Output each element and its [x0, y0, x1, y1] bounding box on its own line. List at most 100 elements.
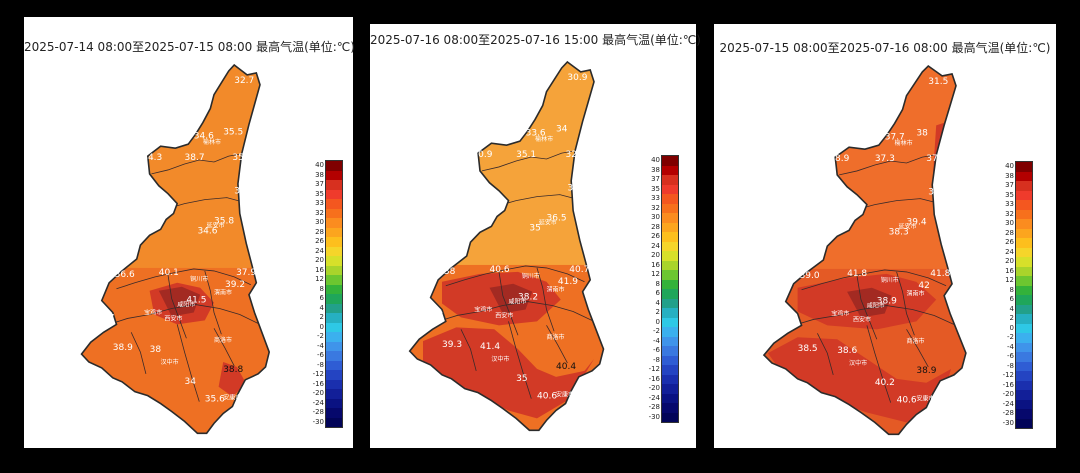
legend-label: -28	[648, 403, 660, 411]
city-boundary	[213, 328, 235, 367]
temperature-value-label: 38.5	[798, 344, 818, 354]
city-label: 宝鸡市	[474, 305, 492, 313]
legend-label: 24	[315, 246, 324, 255]
city-boundary	[856, 275, 878, 340]
city-label: 商洛市	[214, 336, 232, 344]
city-label: 榆林市	[895, 139, 913, 147]
legend-label: 35	[1005, 190, 1014, 199]
temperature-value-label: 38.2	[518, 293, 538, 303]
legend-label: -20	[1002, 390, 1014, 398]
temperature-value-label: 38.3	[889, 227, 909, 237]
hot-zone	[423, 327, 594, 419]
city-label: 榆林市	[203, 138, 221, 146]
city-label: 商洛市	[907, 337, 925, 345]
legend-swatch	[1016, 200, 1032, 210]
legend-label: -4	[317, 341, 324, 350]
legend-swatch	[662, 251, 678, 261]
panel-title: 2025-07-15 08:00至2025-07-16 08:00 最高气温(单…	[719, 41, 1051, 55]
temperature-value-label: 34.6	[194, 131, 214, 141]
legend-label: 40	[651, 156, 660, 164]
temperature-value-label: 37.9	[236, 268, 256, 278]
legend-swatch	[662, 403, 678, 413]
legend-label: 26	[1005, 238, 1014, 246]
legend-swatch	[662, 260, 678, 270]
legend-label: 35	[315, 189, 324, 198]
legend-swatch	[1016, 238, 1032, 248]
city-label: 汉中市	[849, 359, 867, 367]
legend-swatch	[326, 398, 342, 408]
legend-label: 26	[651, 232, 660, 240]
legend-label: 30	[315, 218, 324, 226]
city-boundary	[445, 265, 585, 287]
legend-label: 37	[315, 180, 324, 188]
city-label: 咸阳市	[177, 301, 195, 309]
city-label: 西安市	[164, 314, 182, 322]
temperature-value-label: 35.7	[232, 153, 252, 163]
legend-label: -2	[653, 327, 660, 335]
legend-swatch	[1016, 266, 1032, 276]
temperature-value-label: 36.2	[234, 187, 254, 197]
temperature-value-label: 42	[918, 281, 929, 291]
legend-label: 8	[319, 284, 324, 293]
temperature-value-label: 34.3	[142, 153, 162, 163]
city-label: 铜川市	[190, 275, 208, 283]
legend-swatch	[662, 203, 678, 213]
color-legend: 40 38 37 35 33 32 30 28 26 24 20 16 12 8 6 4 2 0 -2 -4 -6 -8-…	[313, 160, 343, 428]
city-label: 汉中市	[161, 358, 179, 366]
legend-swatch	[1016, 247, 1032, 257]
province-border	[80, 63, 271, 435]
city-boundary	[460, 329, 477, 371]
legend-label: 24	[651, 241, 660, 250]
temperature-value-label: 41.5	[186, 296, 206, 306]
city-label: 宝鸡市	[831, 309, 849, 317]
legend-label: -30	[1002, 418, 1014, 427]
legend-swatch	[1016, 219, 1032, 229]
temperature-value-label: 37.7	[885, 132, 905, 142]
legend-label: 28	[315, 227, 324, 236]
legend-swatch	[326, 227, 342, 237]
temperature-value-label: 39.0	[800, 271, 820, 281]
temperature-value-label: 35.8	[214, 216, 234, 226]
temperature-value-label: 35.5	[223, 127, 243, 137]
legend-label: -2	[317, 332, 324, 340]
legend-label: 26	[315, 237, 324, 245]
legend-label: 32	[651, 203, 660, 212]
legend-swatch	[662, 241, 678, 251]
legend-swatch	[1016, 276, 1032, 286]
city-boundary	[204, 270, 222, 335]
legend-label: 8	[1009, 285, 1014, 294]
hot-zone	[218, 362, 247, 397]
temperature-value-label: 37.2	[928, 188, 948, 198]
province-border	[408, 60, 605, 432]
city-boundary	[546, 325, 568, 364]
temperature-value-label: 38	[444, 267, 456, 277]
legend-swatch	[326, 180, 342, 190]
legend-label: 20	[315, 256, 324, 264]
legend-swatch	[1016, 295, 1032, 305]
city-boundary	[536, 267, 555, 332]
legend-swatch	[662, 270, 678, 280]
city-label: 汉中市	[491, 355, 509, 363]
legend-swatch	[1016, 399, 1032, 409]
temperature-value-label: 32.5	[567, 184, 587, 194]
temperature-value-label: 36.5	[547, 213, 567, 223]
legend-swatch	[1016, 409, 1032, 419]
legend-label: -16	[648, 374, 660, 383]
legend-label: 37	[1005, 181, 1014, 189]
legend-swatch	[662, 317, 678, 327]
legend-swatch	[326, 322, 342, 332]
temperature-value-label: 35	[529, 223, 540, 233]
legend-swatch	[1016, 285, 1032, 295]
temperature-value-label: 30.9	[567, 73, 587, 83]
legend-swatch	[662, 384, 678, 394]
legend-swatch	[326, 170, 342, 180]
legend-swatch	[326, 199, 342, 209]
legend-swatch	[1016, 190, 1032, 200]
city-boundary	[839, 154, 935, 176]
legend-label: 35	[651, 184, 660, 193]
legend-label: 6	[1009, 295, 1014, 303]
legend-label: 6	[655, 289, 660, 297]
legend-swatch	[662, 346, 678, 356]
city-label: 安康市	[556, 391, 574, 399]
temperature-value-label: 40.8	[423, 310, 443, 320]
